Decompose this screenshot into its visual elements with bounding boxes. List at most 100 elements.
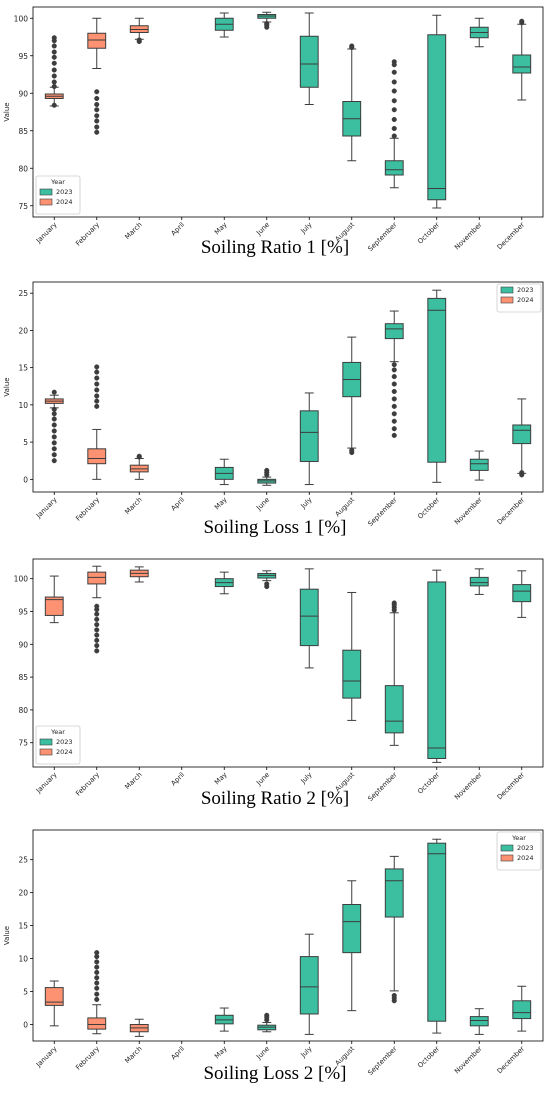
y-tick-label: 80	[18, 706, 28, 715]
box-iqr	[299, 588, 319, 647]
x-tick-label: April	[170, 771, 187, 788]
x-tick-label: July	[299, 496, 314, 511]
outlier-point	[94, 950, 100, 956]
outlier-point	[391, 426, 397, 432]
legend-label: 2024	[56, 198, 73, 206]
outlier-point	[51, 102, 57, 108]
y-tick-label: 85	[18, 673, 28, 682]
outlier-point	[94, 381, 100, 387]
box-iqr	[469, 458, 489, 471]
y-tick-label: 25	[18, 289, 28, 298]
outlier-point	[94, 124, 100, 130]
outlier-point	[94, 969, 100, 975]
legend-swatch	[39, 738, 53, 746]
outlier-point	[519, 470, 525, 476]
outlier-point	[349, 447, 355, 453]
legend-label: 2023	[517, 844, 534, 852]
y-tick-label: 95	[18, 607, 28, 616]
box-iqr	[299, 35, 319, 88]
box-january-2024	[44, 575, 64, 624]
chart-panel-2: 0 5 10 15 20 25 Value January February March April…	[0, 274, 550, 554]
box-october-2023	[427, 289, 447, 483]
box-july-2023	[299, 933, 319, 1035]
y-axis-label: Value	[3, 926, 11, 945]
box-iqr	[299, 410, 319, 462]
box-may-2023	[214, 458, 234, 486]
y-axis-label: Value	[3, 102, 11, 121]
box-november-2023	[469, 1008, 489, 1035]
legend-swatch	[39, 748, 53, 756]
outlier-point	[51, 35, 57, 41]
legend-label: 2024	[517, 296, 534, 304]
outlier-point	[391, 59, 397, 65]
legend-swatch	[500, 844, 514, 852]
legend-title: Year	[511, 834, 526, 842]
box-iqr	[512, 584, 532, 603]
box-february-2024	[87, 364, 107, 480]
y-tick-label: 15	[18, 364, 28, 373]
box-iqr	[512, 54, 532, 74]
box-february-2024	[87, 17, 107, 135]
y-tick-label: 10	[18, 955, 28, 964]
y-tick-label: 95	[18, 52, 28, 61]
outlier-point	[51, 83, 57, 90]
outlier-point	[391, 396, 397, 402]
outlier-point	[94, 107, 100, 113]
box-iqr	[299, 956, 319, 1015]
outlier-point	[94, 375, 100, 381]
box-november-2023	[469, 17, 489, 48]
outlier-point	[391, 69, 397, 75]
box-may-2023	[214, 12, 234, 38]
outlier-point	[94, 369, 100, 375]
outlier-point	[51, 452, 57, 458]
y-tick-label: 5	[23, 988, 28, 997]
outlier-point	[349, 43, 355, 49]
y-tick-label: 20	[18, 889, 28, 898]
legend: Year 2023 2024	[496, 831, 542, 871]
box-january-2024	[44, 980, 64, 1027]
y-tick-label: 85	[18, 127, 28, 136]
x-tick-label: May	[213, 496, 229, 512]
outlier-point	[51, 422, 57, 428]
legend-swatch	[39, 188, 53, 196]
box-iqr	[87, 448, 107, 465]
chart-panel-1: 75 80 85 90 95 100 Value January February March Ap…	[0, 0, 550, 274]
y-tick-label: 25	[18, 856, 28, 865]
box-iqr	[384, 868, 404, 918]
outlier-point	[391, 362, 397, 368]
box-december-2023	[512, 398, 532, 478]
y-tick-label: 5	[23, 438, 28, 447]
chart-caption-4: Soiling Loss 2 [%]	[203, 1063, 347, 1084]
outlier-point	[264, 20, 270, 27]
outlier-point	[136, 37, 142, 43]
outlier-point	[391, 116, 397, 123]
box-iqr	[512, 1000, 532, 1020]
outlier-point	[391, 432, 397, 438]
box-march-2024	[129, 453, 149, 480]
outlier-point	[391, 411, 397, 417]
box-october-2023	[427, 14, 447, 209]
outlier-point	[94, 980, 100, 986]
outlier-point	[391, 79, 397, 85]
x-tick-label: May	[213, 221, 229, 237]
outlier-point	[94, 129, 100, 135]
box-iqr	[87, 32, 107, 49]
outlier-point	[94, 616, 100, 622]
legend-label: 2023	[56, 738, 73, 746]
box-september-2023	[384, 855, 404, 1004]
outlier-point	[391, 133, 397, 139]
y-tick-label: 0	[23, 1021, 28, 1030]
box-september-2023	[384, 59, 404, 189]
box-june-2023	[257, 11, 277, 30]
box-iqr	[87, 1017, 107, 1030]
outlier-point	[51, 73, 57, 79]
box-june-2023	[257, 467, 277, 486]
plot-frame	[32, 829, 544, 1042]
box-july-2023	[299, 12, 319, 105]
outlier-point	[136, 453, 142, 459]
y-tick-label: 0	[23, 475, 28, 484]
outlier-point	[264, 467, 270, 473]
box-september-2023	[384, 600, 404, 746]
outlier-point	[391, 388, 397, 395]
